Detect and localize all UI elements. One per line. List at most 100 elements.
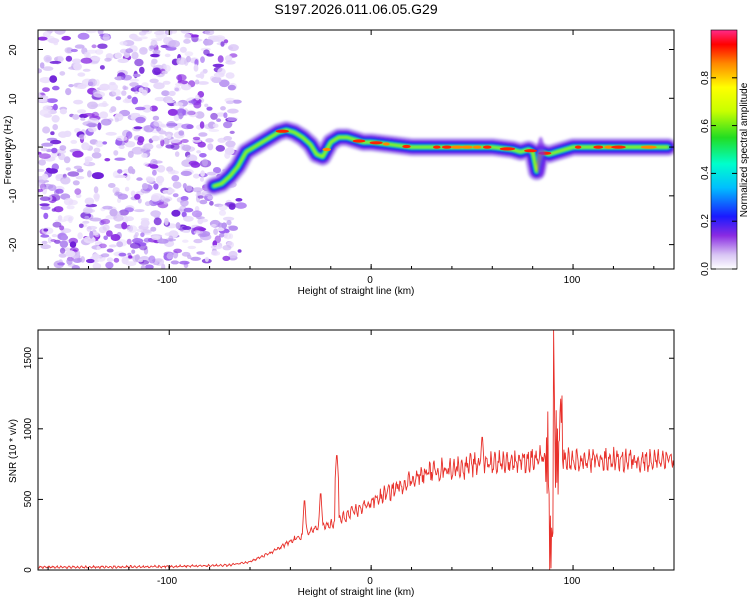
noise-speckle [218,233,225,238]
snr-ytick-label-0: 0 [23,567,34,573]
noise-speckle [77,32,90,40]
noise-speckle [172,181,182,189]
noise-speckle [173,102,184,107]
noise-speckle [102,33,110,41]
noise-speckle [204,30,215,36]
noise-speckle [39,108,51,117]
ridge-hotspot [640,145,657,149]
noise-speckle [99,65,105,70]
noise-speckle [77,109,87,114]
noise-speckle [104,158,111,162]
spectrogram-xtick-label-m100: -100 [157,275,177,286]
noise-speckle [80,57,93,64]
noise-speckle [151,235,161,241]
noise-speckle [91,152,102,159]
noise-speckle [177,57,188,65]
noise-speckle [116,135,128,142]
noise-speckle [145,176,153,182]
noise-speckle [65,88,72,96]
noise-speckle [44,35,56,42]
noise-speckle [199,71,205,79]
noise-speckle [134,232,139,237]
noise-speckle [151,58,158,65]
noise-speckle [39,62,45,69]
noise-speckle [97,43,108,49]
noise-speckle [84,156,93,162]
noise-speckle [72,258,83,263]
spectrogram-ytick-label-m10: -10 [8,188,19,203]
noise-speckle [69,241,77,248]
noise-speckle [124,141,136,148]
noise-speckle [38,68,42,74]
noise-speckle [72,180,80,186]
noise-speckle [223,112,228,119]
noise-speckle [177,74,183,83]
noise-speckle [150,53,160,58]
noise-speckle [43,212,49,220]
noise-speckle [66,257,73,265]
noise-speckle [153,120,163,127]
noise-speckle [91,172,104,180]
noise-speckle [149,78,159,84]
noise-speckle [207,143,214,151]
noise-speckle [150,210,161,218]
noise-speckle [160,195,166,202]
noise-speckle [77,232,83,240]
noise-speckle [94,232,100,238]
noise-speckle [204,256,209,262]
noise-speckle [166,252,173,260]
noise-speckle [235,198,243,202]
noise-speckle [100,218,111,225]
noise-speckle [213,72,225,78]
noise-speckle [200,56,205,63]
noise-speckle [71,265,80,269]
noise-speckle [77,72,86,77]
noise-speckle [140,264,146,269]
colorbar-label: Normalized spectral amplitude [739,82,750,217]
noise-speckle [160,139,165,147]
ridge-hotspot [441,145,452,149]
noise-speckle [106,230,113,237]
noise-speckle [48,184,57,191]
noise-speckle [181,144,192,151]
noise-speckle [60,176,71,185]
noise-speckle [178,112,183,120]
colorbar-gradient [710,29,738,270]
noise-speckle [59,71,66,76]
noise-speckle [196,251,205,255]
noise-speckle [50,131,55,136]
noise-speckle [111,88,121,97]
noise-speckle [113,150,119,156]
noise-speckle [181,211,187,218]
noise-speckle [76,168,84,173]
noise-speckle [217,227,225,232]
noise-speckle [117,58,129,64]
noise-speckle [61,228,72,234]
noise-speckle [97,30,104,35]
noise-speckle [82,207,93,214]
noise-speckle [193,64,199,72]
noise-speckle [190,34,199,38]
snr-ylabel: SNR (10 * v/v) [8,419,19,483]
snr-xtick-label-100: 100 [564,576,581,587]
noise-speckle [222,245,232,251]
noise-speckle [184,51,194,57]
noise-speckle [149,45,155,50]
noise-speckle [229,130,235,134]
noise-speckle [86,258,95,264]
noise-speckle [42,126,51,134]
noise-speckles [38,30,247,269]
noise-speckle [208,129,220,132]
snr-xtick-label-0: 0 [367,576,373,587]
noise-speckle [213,167,221,174]
noise-speckle [228,250,238,259]
noise-speckle [225,140,236,148]
noise-speckle [131,249,136,254]
noise-speckle [227,84,236,91]
noise-speckle [206,171,217,176]
noise-speckle [39,77,52,84]
noise-speckle [155,32,168,39]
noise-speckle [135,116,146,124]
noise-speckle [42,31,51,38]
